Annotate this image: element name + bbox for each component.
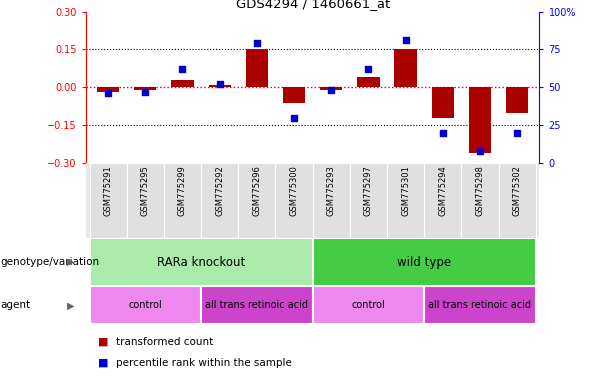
Text: agent: agent — [1, 300, 31, 310]
Text: ■: ■ — [98, 337, 109, 347]
Bar — [89, 238, 313, 286]
Text: GSM775298: GSM775298 — [476, 166, 484, 216]
Point — [103, 90, 113, 96]
Text: ■: ■ — [98, 358, 109, 368]
Text: all trans retinoic acid: all trans retinoic acid — [428, 300, 531, 310]
Text: ▶: ▶ — [67, 257, 74, 267]
Text: transformed count: transformed count — [116, 337, 214, 347]
Text: all trans retinoic acid: all trans retinoic acid — [205, 300, 308, 310]
Bar — [127, 163, 164, 238]
Bar — [424, 163, 462, 238]
Bar — [394, 50, 417, 88]
Bar — [432, 88, 454, 118]
Text: percentile rank within the sample: percentile rank within the sample — [116, 358, 292, 368]
Bar — [97, 88, 120, 93]
Bar — [246, 50, 268, 88]
Bar — [89, 163, 127, 238]
Bar — [313, 163, 350, 238]
Text: GSM775299: GSM775299 — [178, 166, 187, 216]
Bar — [387, 163, 424, 238]
Text: GSM775294: GSM775294 — [438, 166, 447, 216]
Point — [438, 130, 447, 136]
Point — [215, 81, 224, 88]
Point — [401, 37, 411, 43]
Bar — [134, 88, 156, 90]
Text: GSM775302: GSM775302 — [512, 166, 522, 216]
Bar — [320, 88, 343, 90]
Text: genotype/variation: genotype/variation — [1, 257, 100, 267]
Bar — [164, 163, 201, 238]
Text: wild type: wild type — [397, 256, 451, 268]
Bar — [172, 80, 194, 88]
Bar — [208, 85, 231, 88]
Bar — [424, 286, 536, 324]
Text: GSM775301: GSM775301 — [401, 166, 410, 216]
Text: control: control — [351, 300, 386, 310]
Point — [289, 115, 299, 121]
Point — [326, 87, 336, 93]
Point — [512, 130, 522, 136]
Text: ▶: ▶ — [67, 300, 74, 310]
Title: GDS4294 / 1460661_at: GDS4294 / 1460661_at — [235, 0, 390, 10]
Bar — [469, 88, 491, 153]
Bar — [275, 163, 313, 238]
Bar — [201, 286, 313, 324]
Text: RARa knockout: RARa knockout — [157, 256, 245, 268]
Point — [475, 148, 485, 154]
Point — [140, 89, 150, 95]
Point — [252, 40, 262, 46]
Text: GSM775296: GSM775296 — [253, 166, 261, 216]
Text: GSM775291: GSM775291 — [104, 166, 113, 216]
Bar — [313, 286, 424, 324]
Bar — [506, 88, 528, 113]
Bar — [283, 88, 305, 103]
Point — [364, 66, 373, 72]
Bar — [238, 163, 275, 238]
Bar — [462, 163, 498, 238]
Text: GSM775297: GSM775297 — [364, 166, 373, 216]
Bar — [357, 77, 379, 88]
Bar — [498, 163, 536, 238]
Bar — [313, 238, 536, 286]
Text: control: control — [129, 300, 162, 310]
Bar — [89, 286, 201, 324]
Point — [178, 66, 188, 72]
Text: GSM775295: GSM775295 — [141, 166, 150, 216]
Bar — [350, 163, 387, 238]
Text: GSM775300: GSM775300 — [289, 166, 299, 216]
Bar — [201, 163, 238, 238]
Text: GSM775292: GSM775292 — [215, 166, 224, 216]
Text: GSM775293: GSM775293 — [327, 166, 336, 216]
